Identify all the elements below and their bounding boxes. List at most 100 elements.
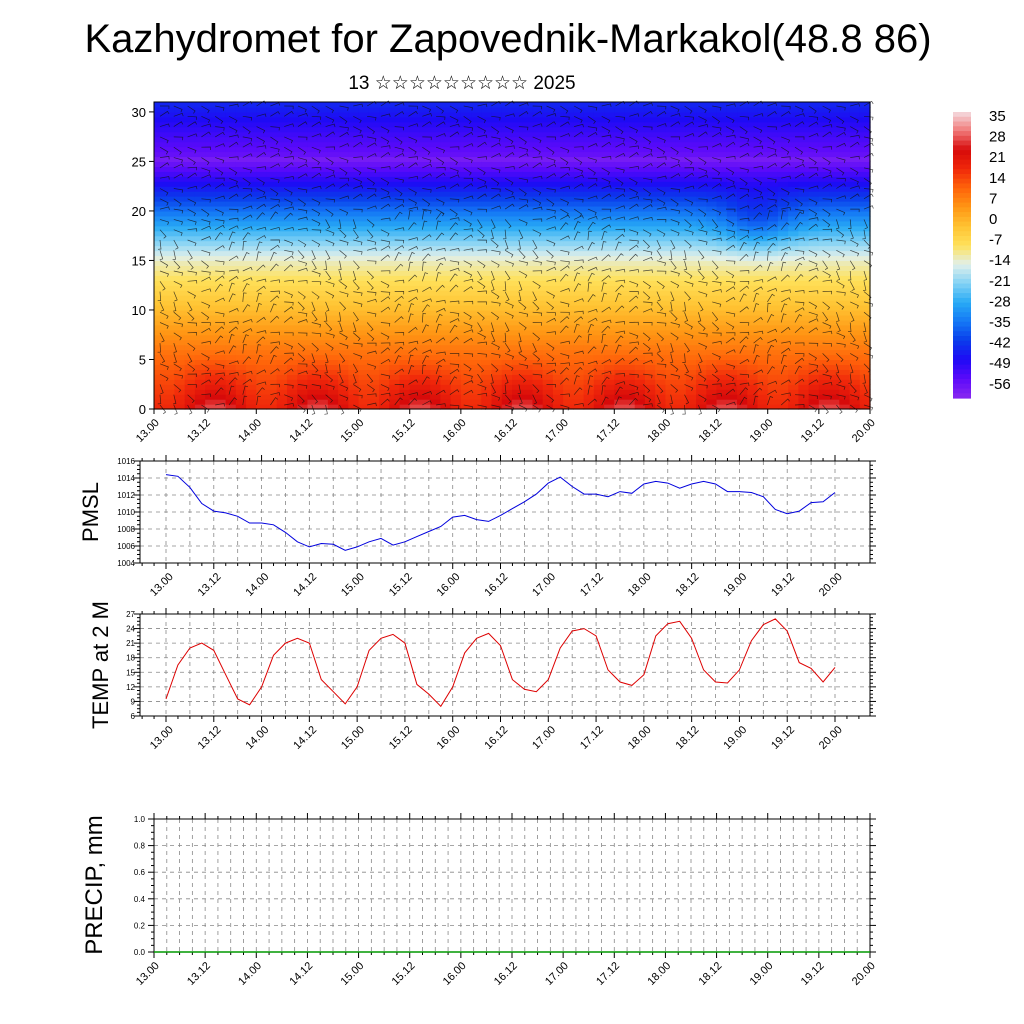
heatmap-cell bbox=[379, 176, 390, 182]
heatmap-cell bbox=[706, 225, 718, 232]
heatmap-cell bbox=[286, 314, 298, 321]
heatmap-cell bbox=[327, 384, 339, 390]
heatmap-cell bbox=[604, 250, 615, 257]
heatmap-cell bbox=[491, 389, 503, 395]
wind-barb bbox=[284, 394, 294, 401]
wind-barb bbox=[436, 115, 446, 121]
wind-barb bbox=[297, 121, 308, 127]
heatmap-cell bbox=[839, 359, 851, 366]
heatmap-cell bbox=[593, 240, 605, 247]
heatmap-cell bbox=[767, 225, 779, 232]
heatmap-cell bbox=[788, 309, 799, 316]
heatmap-cell bbox=[450, 255, 462, 262]
heatmap-cell bbox=[327, 379, 339, 385]
heatmap-cell bbox=[460, 141, 472, 148]
heatmap-cell bbox=[808, 364, 820, 370]
heatmap-cell bbox=[839, 369, 851, 375]
heatmap-cell bbox=[276, 339, 288, 346]
heatmap-cell bbox=[706, 146, 718, 153]
heatmap-cell bbox=[696, 300, 707, 306]
heatmap-cell bbox=[491, 344, 503, 351]
heatmap-cell bbox=[624, 339, 636, 346]
heatmap-cell bbox=[706, 255, 718, 262]
heatmap-cell bbox=[389, 255, 401, 262]
heatmap-cell bbox=[583, 146, 595, 153]
heatmap-cell bbox=[235, 344, 247, 351]
heatmap-cell bbox=[767, 309, 779, 316]
heatmap-cell bbox=[184, 250, 196, 257]
heatmap-cell bbox=[235, 339, 247, 346]
heatmap-cell bbox=[481, 126, 493, 133]
heatmap-cell bbox=[777, 384, 789, 390]
heatmap-cell bbox=[307, 215, 319, 222]
heatmap-cell bbox=[747, 171, 759, 177]
heatmap-cell bbox=[829, 131, 840, 138]
heatmap-cell bbox=[675, 324, 687, 331]
heatmap-cell bbox=[491, 245, 503, 252]
heatmap-cell bbox=[307, 364, 319, 370]
heatmap-cell bbox=[604, 106, 615, 113]
heatmap-cell bbox=[808, 384, 820, 390]
heatmap-cell bbox=[849, 230, 861, 237]
heatmap-cell bbox=[430, 121, 441, 128]
heatmap-cell bbox=[808, 250, 820, 257]
heatmap-cell bbox=[501, 329, 513, 336]
heatmap-cell bbox=[307, 314, 319, 321]
heatmap-cell bbox=[808, 186, 820, 192]
heatmap-cell bbox=[348, 102, 360, 108]
heatmap-cell bbox=[798, 364, 810, 370]
heatmap-cell bbox=[450, 126, 462, 133]
heatmap-cell bbox=[409, 305, 421, 311]
heatmap-cell bbox=[501, 196, 513, 202]
heatmap-cell bbox=[849, 111, 861, 118]
heatmap-cell bbox=[399, 116, 411, 123]
heatmap-cell bbox=[307, 235, 319, 242]
heatmap-cell bbox=[839, 275, 851, 281]
wind-barb bbox=[366, 281, 374, 291]
wind-barb bbox=[242, 214, 253, 220]
heatmap-cell bbox=[246, 280, 257, 286]
heatmap-cell bbox=[419, 364, 431, 370]
heatmap-cell bbox=[358, 275, 370, 281]
heatmap-cell bbox=[491, 404, 503, 410]
heatmap-cell bbox=[655, 225, 667, 232]
heatmap-cell bbox=[808, 334, 820, 341]
wind-barb bbox=[408, 347, 418, 354]
heatmap-cell bbox=[154, 369, 165, 375]
heatmap-cell bbox=[389, 309, 401, 316]
wind-barb bbox=[173, 163, 184, 169]
heatmap-cell bbox=[379, 151, 390, 158]
heatmap-cell bbox=[767, 106, 779, 113]
heatmap-cell bbox=[788, 151, 799, 158]
heatmap-cell bbox=[164, 270, 176, 276]
heatmap-cell bbox=[266, 364, 278, 370]
wind-barb bbox=[353, 239, 363, 246]
heatmap-cell bbox=[419, 106, 431, 113]
wind-barb bbox=[366, 384, 375, 393]
heatmap-cell bbox=[624, 305, 636, 311]
heatmap-cell bbox=[593, 354, 605, 361]
heatmap-cell bbox=[563, 131, 574, 138]
heatmap-cell bbox=[849, 240, 861, 247]
wind-barb bbox=[421, 364, 427, 375]
heatmap-cell bbox=[542, 205, 554, 212]
heatmap-cell bbox=[675, 121, 687, 128]
heatmap-cell bbox=[593, 379, 605, 385]
heatmap-cell bbox=[215, 329, 227, 336]
heatmap-cell bbox=[706, 334, 718, 341]
wind-barb bbox=[408, 188, 417, 196]
heatmap-cell bbox=[276, 225, 288, 232]
heatmap-cell bbox=[358, 205, 370, 212]
wind-barb bbox=[297, 342, 306, 352]
heatmap-cell bbox=[849, 324, 861, 331]
heatmap-cell bbox=[552, 230, 564, 237]
wind-barb bbox=[228, 241, 235, 251]
heatmap-cell bbox=[440, 384, 452, 390]
wind-barb bbox=[159, 384, 164, 395]
heatmap-cell bbox=[460, 181, 472, 187]
wind-barb bbox=[435, 198, 445, 206]
heatmap-cell bbox=[297, 146, 309, 153]
wind-barb bbox=[311, 105, 320, 114]
heatmap-cell bbox=[286, 146, 298, 153]
wind-barb bbox=[187, 404, 193, 415]
